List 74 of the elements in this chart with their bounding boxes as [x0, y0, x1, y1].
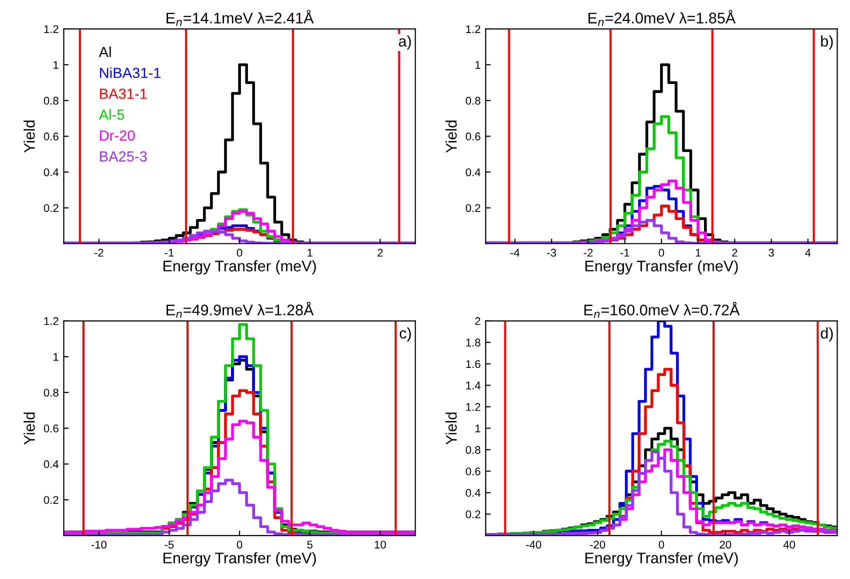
- x-axis-title: Energy Transfer (meV): [585, 260, 738, 274]
- x-tick-label: 20: [720, 540, 732, 549]
- y-tick-label: 0.8: [466, 446, 480, 454]
- x-tick-label: -2: [94, 248, 104, 257]
- y-tick-label: 1.4: [466, 382, 480, 390]
- text: NiBA31-1: [100, 67, 161, 78]
- x-tick-label: 0: [236, 248, 242, 257]
- y-tick-label: 1: [54, 61, 58, 69]
- x-tick-label: 5: [307, 540, 312, 549]
- x-tick-label: -1: [164, 248, 174, 257]
- x-axis-title: Energy Transfer (meV): [164, 552, 316, 566]
- y-tick-label: 0.8: [466, 96, 480, 105]
- x-tick-label: 2: [732, 248, 738, 257]
- annotation: d): [820, 327, 833, 342]
- annotation: b): [821, 35, 833, 50]
- y-tick-label: 1.2: [44, 25, 58, 33]
- y-tick-label: 1: [475, 61, 480, 69]
- y-tick-label: 1.2: [466, 25, 480, 33]
- x-tick-label: 10: [374, 540, 386, 549]
- x-tick-label: 2: [378, 248, 383, 257]
- y-tick-label: 0.4: [466, 168, 480, 176]
- x-tick-label: -10: [91, 540, 107, 549]
- x-tick-label: 3: [768, 248, 774, 257]
- chart-title: E$_{n}$=24.0meV λ=1.85Å: [588, 10, 736, 26]
- y-axis-title: Yield: [446, 120, 457, 153]
- x-tick-label: -4: [510, 248, 520, 257]
- x-tick-label: -1: [620, 248, 630, 257]
- y-axis-title: Yield: [24, 120, 35, 153]
- y-tick-label: 0.6: [466, 132, 480, 140]
- y-tick-label: 0.4: [44, 168, 59, 176]
- y-axis-title: Yield: [24, 412, 35, 445]
- x-axis-title: Energy Transfer (meV): [164, 260, 316, 274]
- y-tick-label: 1.2: [466, 403, 480, 411]
- x-tick-label: 0: [236, 540, 242, 549]
- x-tick-label: 1: [696, 248, 701, 257]
- y-tick-label: 0.4: [466, 488, 480, 497]
- y-tick-label: 1.8: [466, 338, 480, 347]
- y-tick-label: 0.2: [44, 496, 58, 504]
- y-tick-label: 0.6: [44, 132, 58, 140]
- y-tick-label: 2: [475, 317, 480, 325]
- y-tick-label: 0.4: [44, 460, 59, 468]
- x-tick-label: 1: [308, 248, 312, 257]
- x-tick-label: 4: [805, 248, 811, 257]
- x-tick-label: -20: [590, 540, 606, 549]
- y-tick-label: 1: [475, 424, 480, 432]
- chart-title: E$_{n}$=49.9meV λ=1.28Å: [166, 302, 314, 318]
- x-tick-label: 40: [783, 540, 796, 549]
- y-tick-label: 1.2: [44, 317, 58, 325]
- y-tick-label: 1: [54, 353, 58, 361]
- y-axis-title: Yield: [446, 412, 457, 445]
- x-axis-title: Energy Transfer (meV): [585, 552, 738, 566]
- chart-title: E$_{n}$=14.1meV λ=2.41Å: [166, 10, 314, 26]
- y-tick-label: 0.6: [44, 424, 58, 432]
- y-tick-label: 0.2: [466, 510, 480, 518]
- y-tick-label: 0.2: [466, 204, 480, 212]
- x-tick-label: -3: [547, 248, 556, 257]
- text: Al-5: [98, 109, 124, 120]
- x-tick-label: -40: [526, 540, 542, 549]
- annotation: c): [400, 327, 411, 342]
- text: Dr-20: [100, 130, 135, 141]
- x-tick-label: -2: [584, 248, 593, 257]
- x-tick-label: 0: [658, 248, 664, 257]
- y-tick-label: 0.8: [44, 96, 58, 105]
- x-tick-label: -5: [164, 540, 174, 549]
- x-tick-label: 0: [658, 540, 664, 549]
- text: BA31-1: [100, 88, 147, 99]
- text: BA25-3: [100, 151, 147, 162]
- y-tick-label: 0.2: [44, 204, 58, 212]
- y-tick-label: 0.8: [44, 388, 58, 397]
- y-tick-label: 0.6: [466, 467, 480, 476]
- annotation: a): [398, 35, 411, 50]
- text: Al: [98, 46, 111, 58]
- y-tick-label: 1.6: [466, 360, 480, 368]
- chart-title: E$_{n}$=160.0meV λ=0.72Å: [584, 302, 740, 318]
